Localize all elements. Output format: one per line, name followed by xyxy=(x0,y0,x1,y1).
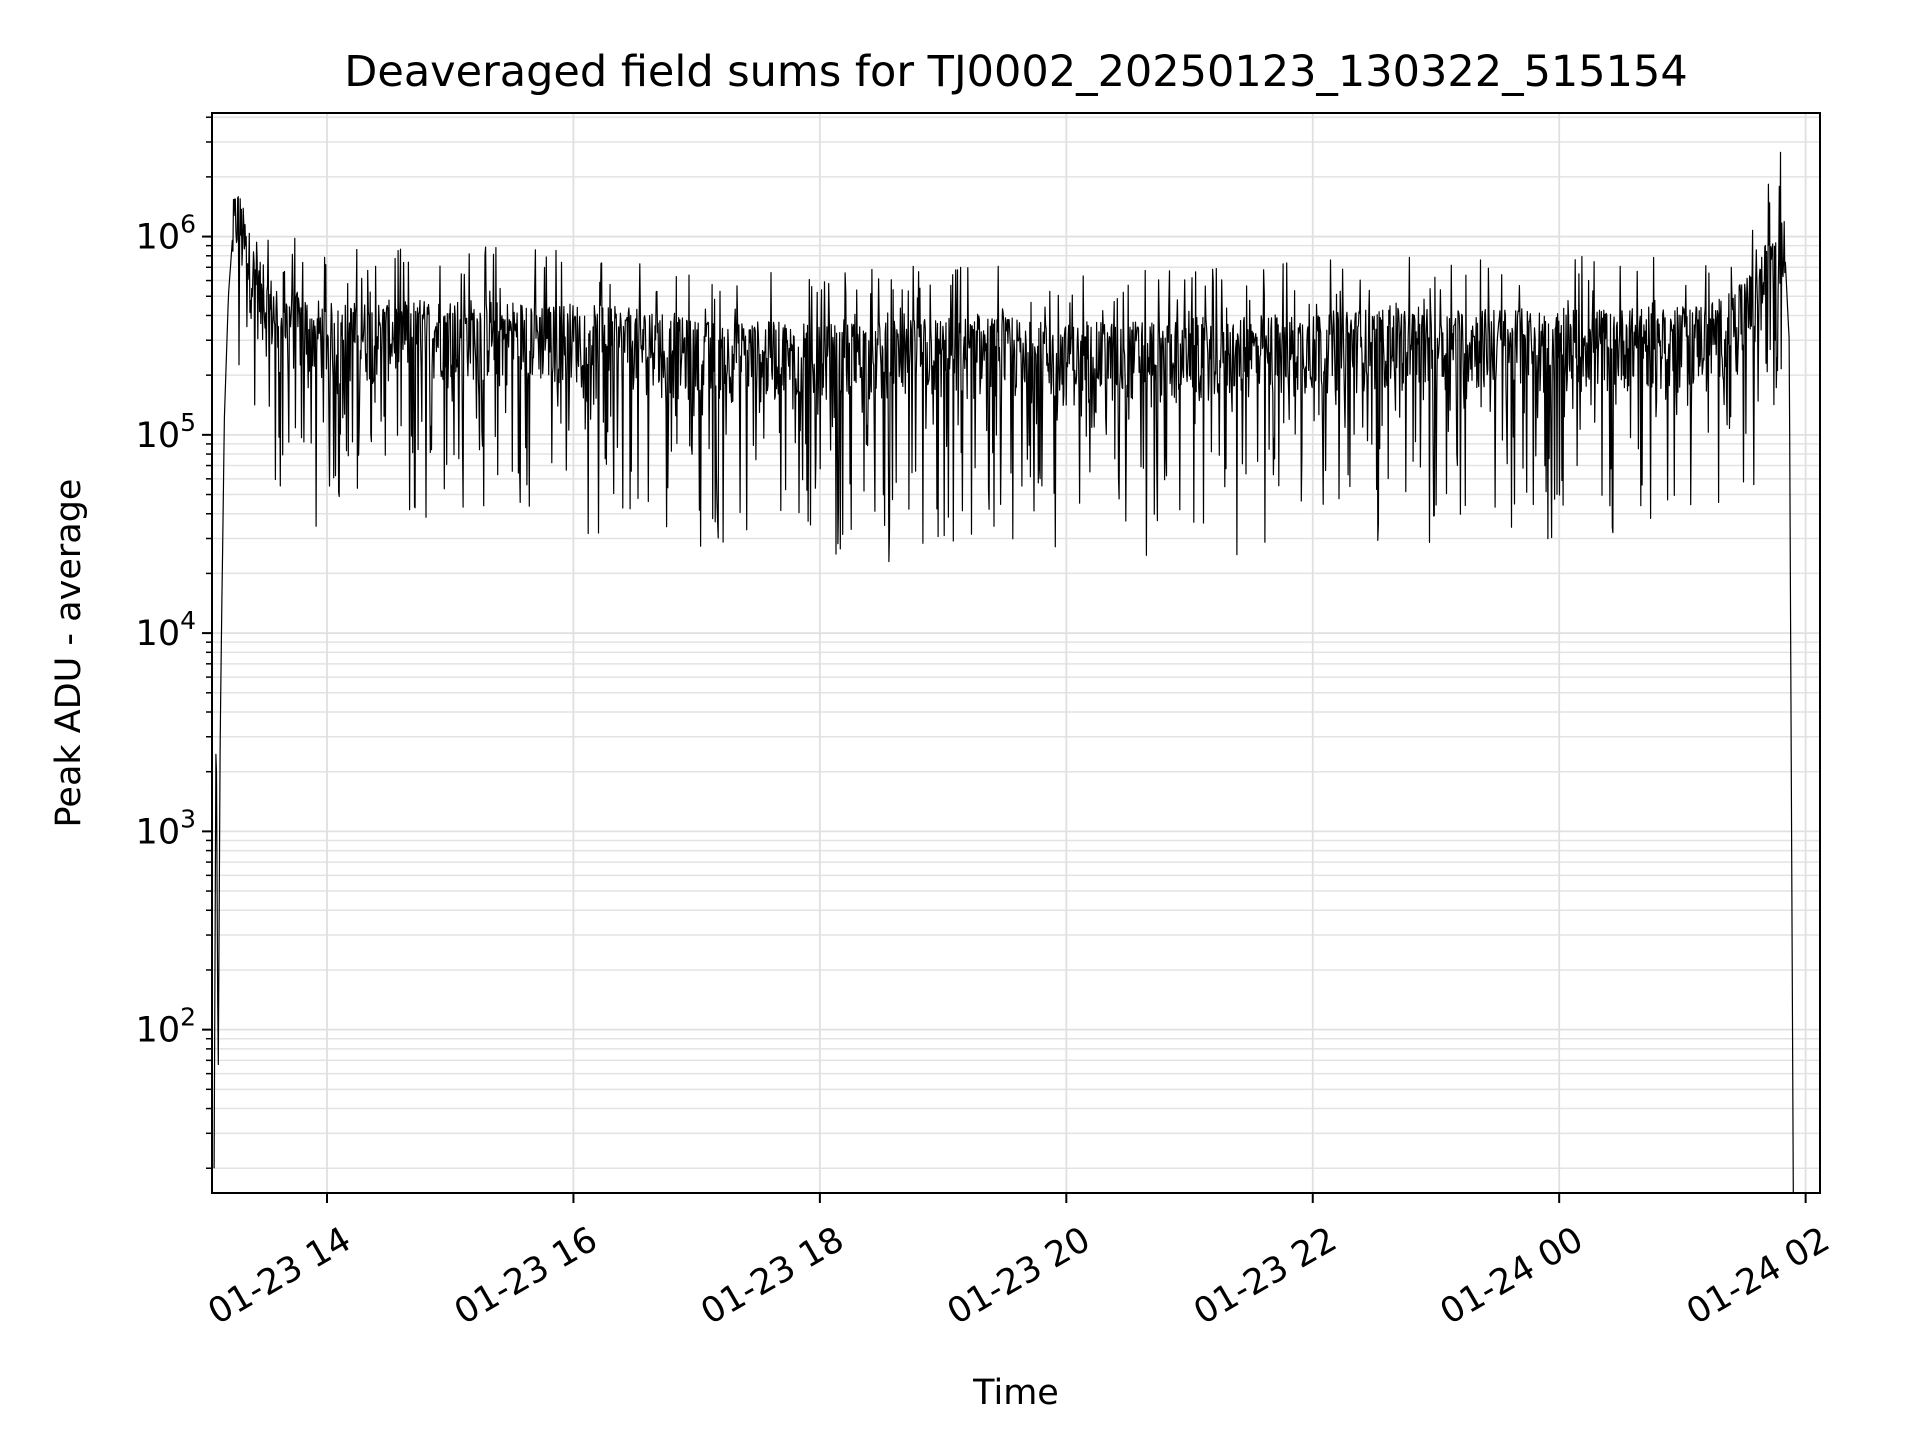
x-axis-label: Time xyxy=(972,1373,1059,1413)
y-tick-exponent: 3 xyxy=(180,804,196,833)
y-tick-base: 10 xyxy=(136,218,181,258)
y-tick-exponent: 6 xyxy=(180,210,196,239)
y-tick-base: 10 xyxy=(136,416,181,456)
y-tick-exponent: 2 xyxy=(180,1003,196,1032)
minor-gridlines xyxy=(212,116,1820,1169)
y-axis-label: Peak ADU - average xyxy=(49,479,89,828)
chart-title: Deaveraged field sums for TJ0002_2025012… xyxy=(344,47,1687,97)
y-tick-base: 10 xyxy=(136,614,181,654)
axis-ticks xyxy=(202,116,1807,1203)
y-tick-label: 106 xyxy=(136,210,196,258)
y-tick-exponent: 5 xyxy=(180,408,196,437)
y-tick-base: 10 xyxy=(136,812,181,852)
y-tick-label: 104 xyxy=(136,606,196,654)
y-tick-label: 105 xyxy=(136,408,196,456)
y-tick-base: 10 xyxy=(136,1011,181,1051)
y-tick-exponent: 4 xyxy=(180,606,196,635)
y-tick-label: 103 xyxy=(136,804,196,852)
y-tick-label: 102 xyxy=(136,1003,196,1051)
series-line xyxy=(213,151,1794,1194)
